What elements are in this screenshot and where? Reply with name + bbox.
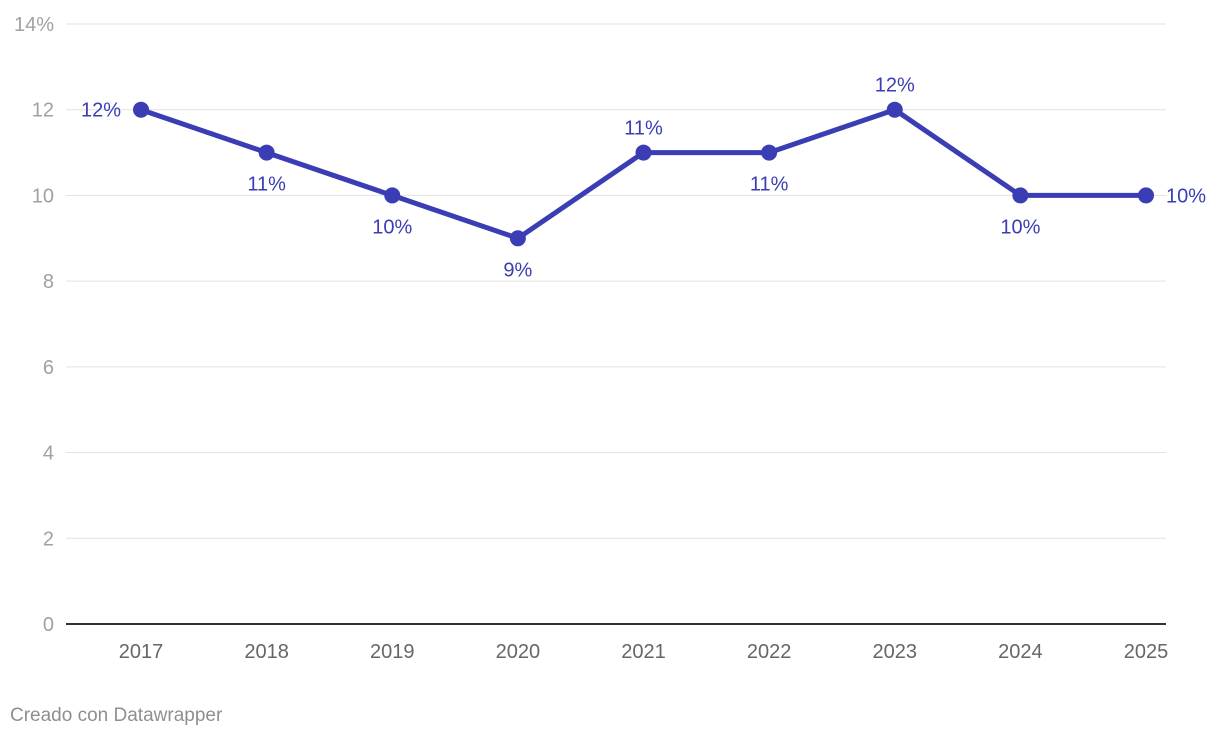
data-point xyxy=(1138,187,1154,204)
data-labels: 12% 11% 10% 9% 11% 11% 12% 10% 10% xyxy=(81,75,1206,282)
data-point xyxy=(886,101,903,118)
y-tick-label: 0 xyxy=(43,614,54,636)
data-label: 12% xyxy=(875,75,915,97)
x-tick-label: 2018 xyxy=(244,641,289,663)
x-tick-label: 2017 xyxy=(119,641,164,663)
data-label: 11% xyxy=(624,118,663,140)
y-tick-label: 12 xyxy=(32,100,54,122)
data-label: 12% xyxy=(81,100,121,122)
y-tick-label: 14% xyxy=(14,14,54,36)
data-label: 11% xyxy=(247,174,286,196)
credit-footer: Creado con Datawrapper xyxy=(10,705,223,726)
data-label: 10% xyxy=(1166,185,1206,207)
data-point xyxy=(258,144,275,161)
y-tick-label: 4 xyxy=(43,443,54,465)
x-tick-label: 2023 xyxy=(873,641,918,663)
x-tick-label: 2025 xyxy=(1124,641,1169,663)
data-label: 9% xyxy=(503,259,532,281)
data-point xyxy=(384,187,401,204)
y-tick-label: 2 xyxy=(43,528,54,550)
y-tick-label: 6 xyxy=(43,357,54,379)
x-tick-label: 2020 xyxy=(496,641,541,663)
data-point xyxy=(133,101,149,118)
data-point xyxy=(509,230,526,247)
y-axis-tick-labels: 0 2 4 6 8 10 12 14% xyxy=(14,14,54,636)
x-tick-label: 2021 xyxy=(621,641,666,663)
x-tick-label: 2019 xyxy=(370,641,415,663)
data-point xyxy=(1012,187,1029,204)
x-axis-tick-labels: 2017 2018 2019 2020 2021 2022 2023 2024 2025 xyxy=(119,641,1169,663)
y-tick-label: 8 xyxy=(43,271,54,293)
x-tick-label: 2022 xyxy=(747,641,792,663)
line-chart: 0 2 4 6 8 10 12 14% 2017 2018 2019 2020 2021 2022 202… xyxy=(14,14,1206,663)
data-point xyxy=(635,144,652,161)
data-point xyxy=(761,144,778,161)
data-label: 11% xyxy=(750,174,789,196)
data-points xyxy=(133,101,1154,247)
data-label: 10% xyxy=(372,216,412,238)
x-tick-label: 2024 xyxy=(998,641,1043,663)
y-tick-label: 10 xyxy=(32,185,54,207)
data-label: 10% xyxy=(1000,216,1040,238)
grid-lines xyxy=(66,23,1166,539)
